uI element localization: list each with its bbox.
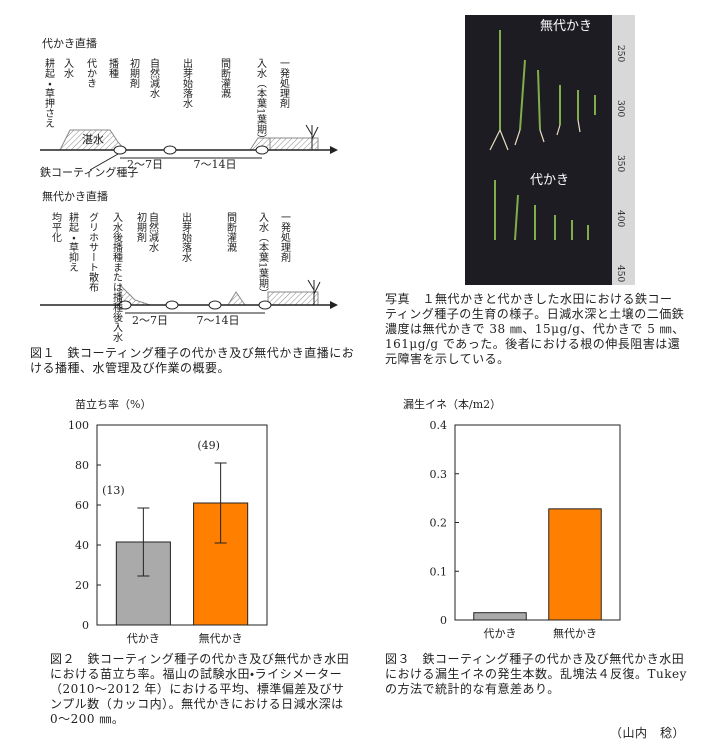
step-label: 耕起・草抑え: [67, 211, 79, 272]
y-tick-label: 0.4: [430, 419, 448, 432]
bar: [473, 612, 527, 621]
diagram-2: [40, 279, 338, 314]
rice-plant: [307, 279, 321, 305]
step-label: 入水（本葉1葉期）: [257, 212, 269, 298]
step-label: 出芽始落水: [180, 212, 192, 262]
step-label: 播種: [107, 57, 119, 79]
sample-label: (49): [197, 439, 220, 452]
diagram-title: 代かき直播: [42, 36, 97, 50]
y-tick-label: 0.1: [430, 565, 448, 578]
water-area: [269, 137, 319, 151]
step-label: 初期剤: [135, 211, 147, 243]
leader-line: [89, 153, 119, 171]
seed: [165, 300, 179, 310]
seed: [113, 145, 127, 155]
y-tick-label: 0.3: [430, 468, 448, 481]
photo-label: 無代かき: [540, 19, 592, 34]
figure1-caption: 図１ 鉄コーティング種子の代かき及び無代かき直播における播種、水管理及び作業の概…: [30, 346, 355, 375]
seedlings: [494, 30, 596, 241]
diagram-title: 無代かき直播: [42, 189, 108, 203]
step-label: 一発処理剤: [279, 212, 291, 263]
ruler-label: 350: [615, 155, 625, 172]
x-tick-label: 無代かき: [553, 626, 597, 640]
seed: [118, 300, 132, 310]
x-tick-label: 代かき: [127, 632, 160, 645]
y-tick-label: 80: [75, 459, 89, 472]
step-label: 間断灌漑: [219, 58, 231, 99]
step-label: 入水後播種または播種後入水: [111, 212, 123, 342]
arrow-head: [330, 301, 338, 309]
step-label: 出芽始落水: [181, 58, 193, 108]
ruler-label: 250: [615, 45, 625, 62]
step-label: グリホサート散布: [87, 212, 99, 293]
water-area: [227, 291, 246, 306]
ruler-label: 400: [615, 210, 625, 227]
x-tick-label: 代かき: [484, 627, 517, 640]
y-tick-label: 20: [75, 579, 89, 592]
author: （山内 稔）: [610, 726, 686, 740]
step-label: 耕起・草押さえ: [43, 57, 55, 128]
ruler: [612, 15, 635, 285]
rice-plant: [305, 124, 319, 150]
seed-label: 鉄コーティング種子: [40, 165, 138, 179]
interval-label: 7～14日: [194, 158, 237, 171]
step-label: 自然減水: [148, 57, 160, 98]
interval-label: 2～7日: [127, 158, 163, 171]
seed: [255, 145, 269, 155]
y-axis-label: 漏生イネ（本/m2）: [403, 397, 501, 411]
seed: [163, 145, 177, 155]
ruler-label: 300: [615, 100, 625, 117]
interval-label: 7～14日: [197, 314, 240, 327]
seed: [258, 300, 272, 310]
y-tick-label: 0: [82, 619, 89, 632]
step-label: 入水（本葉1葉期）: [255, 58, 267, 144]
step-label: 均平化: [50, 211, 62, 243]
diagram-1: [40, 124, 338, 171]
y-tick-label: 100: [68, 419, 89, 432]
figure2-caption: 図２ 鉄コーティング種子の代かき及び無代かき水田における苗立ち率。福山の試験水田…: [50, 652, 350, 726]
interval-label: 2～7日: [132, 314, 168, 327]
step-label: 代かき: [85, 58, 97, 88]
photo-caption: 写真 １無代かきと代かきした水田における鉄コーティング種子の生育の様子。日減水深…: [385, 292, 685, 366]
y-tick-label: 60: [75, 499, 89, 512]
step-label: 入水: [62, 58, 74, 78]
step-label: 一発処理剤: [278, 58, 290, 109]
plot-frame: [454, 424, 621, 621]
y-tick-label: 0.2: [430, 517, 448, 530]
y-tick-label: 0: [440, 614, 447, 627]
roots: [489, 119, 581, 151]
seed: [208, 300, 222, 310]
y-tick-label: 40: [75, 539, 89, 552]
step-label: 初期剤: [128, 57, 140, 89]
sample-label: (13): [102, 484, 125, 497]
plot-frame: [96, 424, 268, 626]
photo: [465, 15, 635, 285]
bar: [548, 508, 602, 621]
arrow-head: [330, 146, 338, 154]
step-label: 自然減水: [147, 211, 159, 252]
x-tick-label: 無代かき: [199, 631, 243, 645]
water-label: 湛水: [82, 133, 104, 146]
photo-background: [465, 15, 635, 285]
water-area: [267, 291, 319, 306]
step-label: 間断灌漑: [225, 212, 237, 253]
figure3-caption: 図３ 鉄コーティング種子の代かき及び無代かき水田における漏生イネの発生本数。乱塊…: [385, 652, 687, 696]
ruler-label: 450: [615, 265, 625, 282]
photo-label: 代かき: [530, 173, 569, 188]
y-axis-label: 苗立ち率（%）: [75, 397, 151, 411]
